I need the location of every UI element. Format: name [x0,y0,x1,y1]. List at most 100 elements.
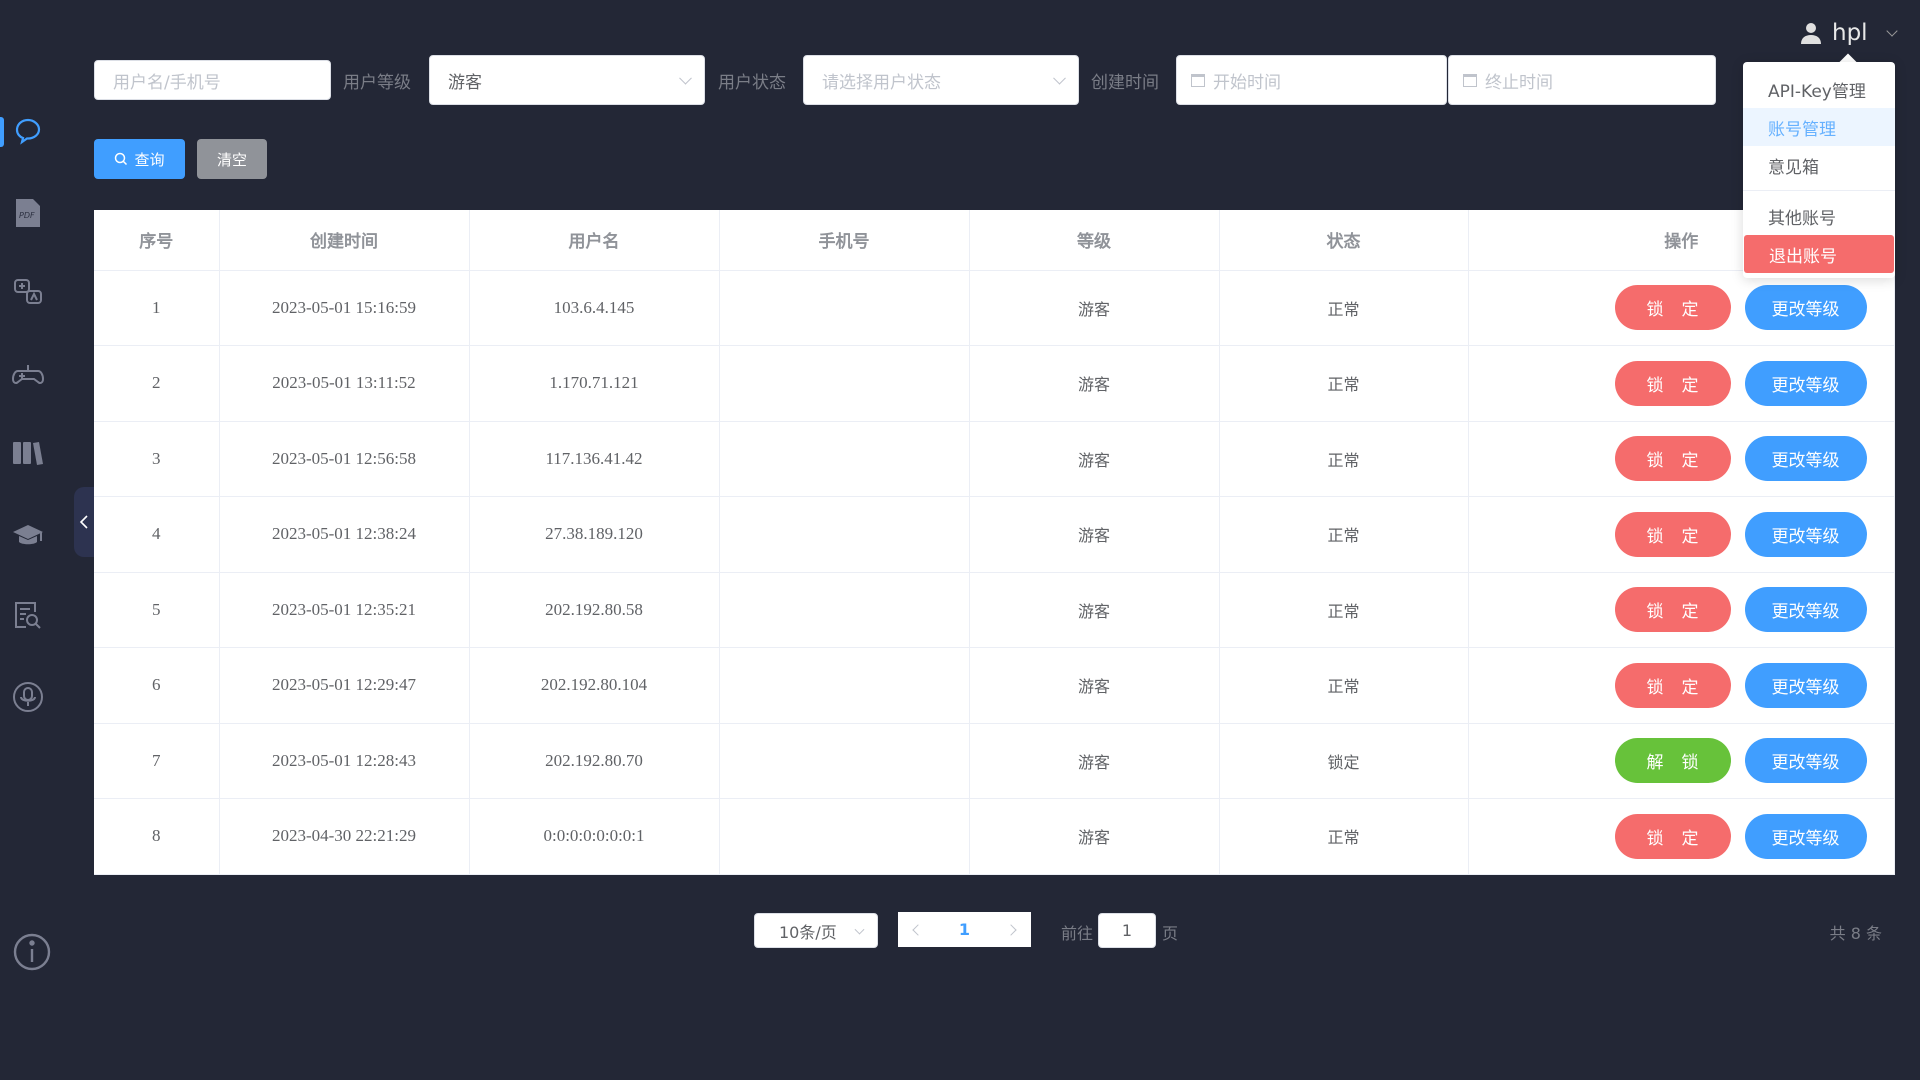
graduation-cap-icon[interactable] [12,519,44,551]
table-row: 8 2023-04-30 22:21:29 0:0:0:0:0:0:0:1 游客 正常锁… [94,798,1895,875]
cell-no: 5 [94,572,220,648]
chat-icon[interactable] [12,115,44,147]
cell-actions: 锁定 更改等级 [1468,270,1895,346]
page-size-select[interactable]: 10条/页 [754,913,878,948]
username: hpl [1832,20,1868,46]
table-row: 4 2023-05-01 12:38:24 27.38.189.120 游客 正常 锁定更… [94,496,1895,573]
cell-phone [719,647,970,724]
next-page-button[interactable] [1005,923,1017,936]
translate-icon[interactable] [12,276,44,308]
end-date-input[interactable]: 终止时间 [1448,55,1716,105]
cell-user: 1.170.71.121 [469,345,720,422]
menu-label: 账号管理 [1768,119,1836,140]
info-icon[interactable] [12,932,52,972]
cell-status: 正常 [1219,798,1469,875]
cell-no: 4 [94,496,220,573]
table-row: 2 2023-05-01 13:11:52 1.170.71.121 游客 正常 锁定 更改… [94,345,1895,422]
gamepad-icon[interactable] [12,359,44,391]
query-button[interactable]: 查询 [94,139,185,179]
cell-phone [719,723,970,799]
pager: 1 [898,912,1031,947]
books-icon[interactable] [12,437,44,469]
lock-button[interactable]: 锁定 [1614,285,1731,331]
cell-level: 游客 [969,798,1220,875]
column-header: 等级 [969,210,1220,271]
level-value: 游客 [448,72,482,93]
status-placeholder: 请选择用户状态 [822,72,941,93]
cell-time: 2023-05-01 13:11:52 [219,345,470,422]
end-placeholder: 终止时间 [1485,72,1553,93]
goto-value: 1 [1121,921,1133,940]
chevron-down-icon [1885,25,1898,37]
column-header: 用户名 [469,210,720,271]
cell-status: 正常 [1219,647,1469,724]
page-1[interactable]: 1 [958,920,971,939]
cell-time: 2023-04-30 22:21:29 [219,798,470,875]
cell-user: 27.38.189.120 [469,496,720,573]
prev-page-button[interactable] [912,923,924,936]
lock-button[interactable]: 锁定 [1614,511,1731,557]
document-search-icon[interactable] [12,599,44,631]
search-placeholder: 用户名/手机号 [113,72,221,93]
unlock-button[interactable]: 解锁 [1614,738,1731,784]
lock-button[interactable]: 锁定 [1614,813,1731,859]
table-row: 6 2023-05-01 12:29:47 202.192.80.104 游客 正常 锁定… [94,647,1895,724]
change-level-button[interactable]: 更改等级 [1744,587,1867,633]
cell-phone [719,345,970,422]
menu-item-feedback[interactable]: 意见箱 [1743,146,1895,184]
column-header: 创建时间 [219,210,470,271]
cell-time: 2023-05-01 12:35:21 [219,572,470,648]
lock-button[interactable]: 锁定 [1614,360,1731,406]
lock-button[interactable]: 锁定 [1614,436,1731,482]
lock-button[interactable]: 锁定 [1614,587,1731,633]
cell-no: 6 [94,647,220,724]
cell-no: 7 [94,723,220,799]
cell-status: 锁定 [1219,723,1469,799]
cell-time: 2023-05-01 12:28:43 [219,723,470,799]
change-level-button[interactable]: 更改等级 [1744,436,1867,482]
cell-no: 2 [94,345,220,422]
cell-user: 0:0:0:0:0:0:0:1 [469,798,720,875]
change-level-button[interactable]: 更改等级 [1744,813,1867,859]
menu-label: API-Key管理 [1768,81,1866,102]
cell-time: 2023-05-01 15:16:59 [219,270,470,346]
change-level-button[interactable]: 更改等级 [1744,738,1867,784]
query-label: 查询 [134,150,165,169]
menu-label: 其他账号 [1768,208,1836,229]
table-header: 序号 创建时间 用户名 手机号 等级 状态 操作 [94,210,1895,271]
svg-text:PDF: PDF [19,211,35,220]
pdf-icon[interactable]: PDF [12,197,44,229]
cell-user: 202.192.80.104 [469,647,720,724]
clear-button[interactable]: 清空 [197,139,267,179]
start-date-input[interactable]: 开始时间 [1176,55,1447,105]
cell-level: 游客 [969,496,1220,573]
collapse-sidebar-button[interactable] [74,487,94,557]
cell-no: 1 [94,270,220,346]
menu-item-api-key[interactable]: API-Key管理 [1743,70,1895,108]
status-select[interactable]: 请选择用户状态 [803,55,1079,105]
sidebar: PDF [0,0,94,1080]
change-level-button[interactable]: 更改等级 [1744,511,1867,557]
user-menu-trigger[interactable]: hpl [1800,20,1898,46]
cell-user: 103.6.4.145 [469,270,720,346]
goto-page-input[interactable]: 1 [1098,913,1156,948]
cell-status: 正常 [1219,421,1469,497]
cell-actions: 锁定 更改等级 [1468,798,1895,875]
microphone-icon[interactable] [12,681,44,713]
search-input[interactable]: 用户名/手机号 [94,60,331,100]
menu-item-logout[interactable]: 退出账号 [1744,235,1894,273]
calendar-icon [1463,73,1477,87]
change-level-button[interactable]: 更改等级 [1744,360,1867,406]
cell-actions: 锁定 更改等级 [1468,647,1895,724]
cell-phone [719,496,970,573]
change-level-button[interactable]: 更改等级 [1744,662,1867,708]
menu-item-account-management[interactable]: 账号管理 [1743,108,1895,146]
menu-item-other-accounts[interactable]: 其他账号 [1743,197,1895,235]
lock-button[interactable]: 锁定 [1614,662,1731,708]
cell-status: 正常 [1219,270,1469,346]
user-dropdown-menu: API-Key管理 账号管理 意见箱 其他账号 退出账号 [1743,62,1895,278]
level-select[interactable]: 游客 [429,55,705,105]
change-level-button[interactable]: 更改等级 [1744,285,1867,331]
goto-label: 前往 [1061,924,1094,943]
total-count: 共 8 条 [1829,924,1882,943]
